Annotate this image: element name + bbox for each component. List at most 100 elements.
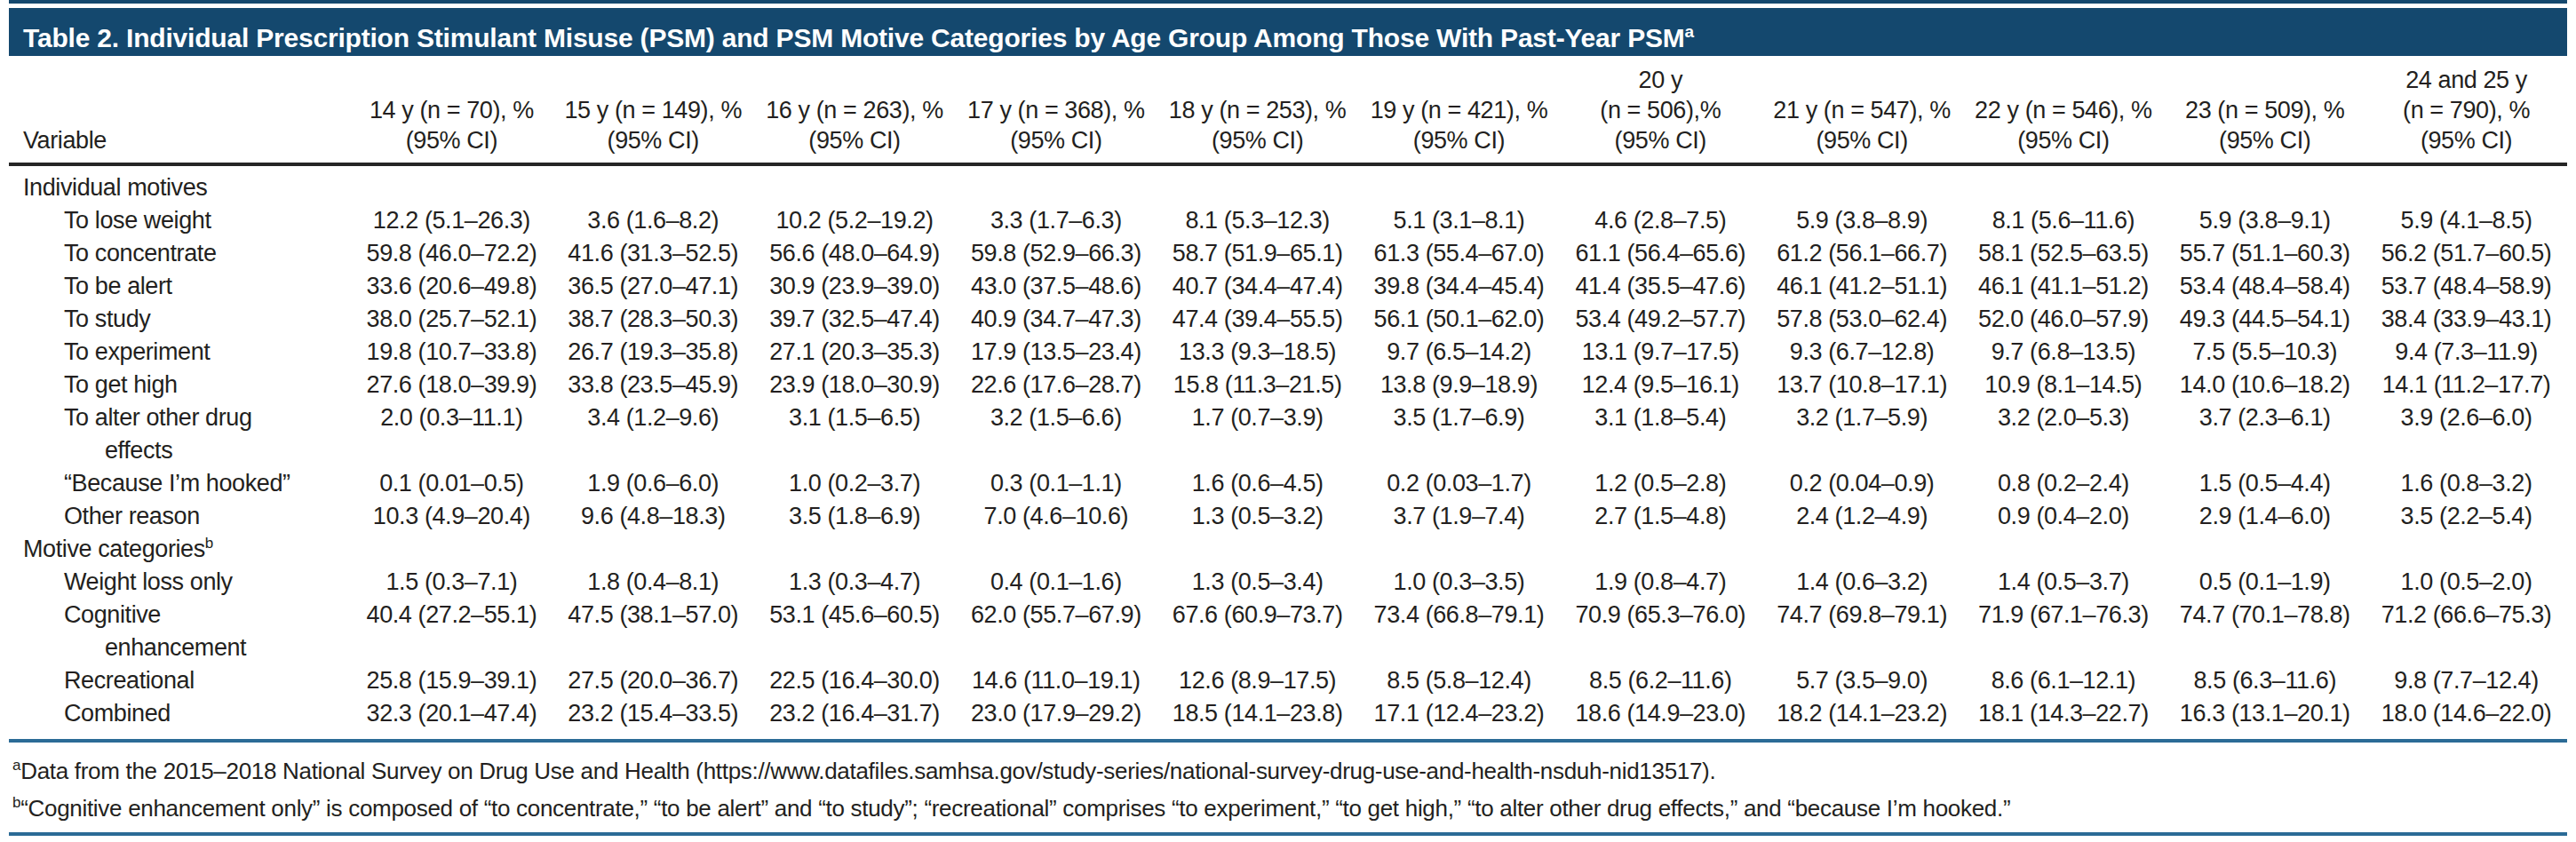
footnote-b-marker: b — [12, 794, 20, 811]
section-row: Motive categoriesb — [9, 533, 2567, 566]
value-cell: 10.9 (8.1–14.5) — [1963, 369, 2165, 401]
value-cell: 13.3 (9.3–18.5) — [1157, 336, 1358, 369]
value-cell: 9.7 (6.8–13.5) — [1963, 336, 2165, 369]
footnotes: aData from the 2015–2018 National Survey… — [9, 743, 2567, 832]
column-header: 20 y(n = 506),%(95% CI) — [1560, 60, 1761, 164]
value-cell: 32.3 (20.1–47.4) — [351, 697, 553, 730]
value-cell: 0.8 (0.2–2.4) — [1963, 467, 2165, 500]
value-cell: 1.4 (0.6–3.2) — [1761, 566, 1963, 599]
value-cell: 25.8 (15.9–39.1) — [351, 664, 553, 697]
value-cell: 33.6 (20.6–49.8) — [351, 270, 553, 303]
value-cell: 0.5 (0.1–1.9) — [2164, 566, 2365, 599]
value-cell: 1.6 (0.8–3.2) — [2365, 467, 2567, 500]
value-cell: 16.3 (13.1–20.1) — [2164, 697, 2365, 730]
value-cell: 56.6 (48.0–64.9) — [754, 237, 956, 270]
value-cell: 41.6 (31.3–52.5) — [553, 237, 754, 270]
value-cell: 33.8 (23.5–45.9) — [553, 369, 754, 401]
value-cell: 71.2 (66.6–75.3) — [2365, 599, 2567, 664]
value-cell: 39.7 (32.5–47.4) — [754, 303, 956, 336]
value-cell: 3.5 (1.8–6.9) — [754, 500, 956, 533]
value-cell: 1.2 (0.5–2.8) — [1560, 467, 1761, 500]
value-cell: 9.6 (4.8–18.3) — [553, 500, 754, 533]
value-cell: 1.8 (0.4–8.1) — [553, 566, 754, 599]
value-cell: 1.9 (0.8–4.7) — [1560, 566, 1761, 599]
value-cell: 74.7 (70.1–78.8) — [2164, 599, 2365, 664]
value-cell: 0.2 (0.03–1.7) — [1358, 467, 1560, 500]
value-cell: 61.2 (56.1–66.7) — [1761, 237, 1963, 270]
table-row: To alter other drugeffects2.0 (0.3–11.1)… — [9, 401, 2567, 467]
value-cell: 46.1 (41.2–51.1) — [1761, 270, 1963, 303]
table-figure: Table 2. Individual Prescription Stimula… — [0, 0, 2576, 842]
value-cell: 18.5 (14.1–23.8) — [1157, 697, 1358, 730]
value-cell: 5.7 (3.5–9.0) — [1761, 664, 1963, 697]
row-label-continuation: effects — [64, 434, 349, 467]
column-header: 16 y (n = 263), %(95% CI) — [754, 60, 956, 164]
value-cell: 12.4 (9.5–16.1) — [1560, 369, 1761, 401]
value-cell: 5.9 (3.8–8.9) — [1761, 204, 1963, 237]
value-cell: 52.0 (46.0–57.9) — [1963, 303, 2165, 336]
value-cell: 1.9 (0.6–6.0) — [553, 467, 754, 500]
value-cell: 73.4 (66.8–79.1) — [1358, 599, 1560, 664]
row-label: Motive categoriesb — [9, 533, 351, 566]
value-cell: 38.4 (33.9–43.1) — [2365, 303, 2567, 336]
value-cell: 5.9 (3.8–9.1) — [2164, 204, 2365, 237]
column-header: 21 y (n = 547), %(95% CI) — [1761, 60, 1963, 164]
table-row: To lose weight12.2 (5.1–26.3)3.6 (1.6–8.… — [9, 204, 2567, 237]
value-cell: 8.1 (5.6–11.6) — [1963, 204, 2165, 237]
value-cell: 9.7 (6.5–14.2) — [1358, 336, 1560, 369]
value-cell: 27.5 (20.0–36.7) — [553, 664, 754, 697]
value-cell: 61.1 (56.4–65.6) — [1560, 237, 1761, 270]
table-row: To concentrate59.8 (46.0–72.2)41.6 (31.3… — [9, 237, 2567, 270]
value-cell: 41.4 (35.5–47.6) — [1560, 270, 1761, 303]
value-cell: 3.2 (2.0–5.3) — [1963, 401, 2165, 467]
value-cell: 18.6 (14.9–23.0) — [1560, 697, 1761, 730]
empty-cells — [351, 533, 2567, 566]
value-cell: 13.1 (9.7–17.5) — [1560, 336, 1761, 369]
value-cell: 3.5 (2.2–5.4) — [2365, 500, 2567, 533]
value-cell: 14.6 (11.0–19.1) — [955, 664, 1157, 697]
value-cell: 5.1 (3.1–8.1) — [1358, 204, 1560, 237]
value-cell: 0.9 (0.4–2.0) — [1963, 500, 2165, 533]
value-cell: 23.0 (17.9–29.2) — [955, 697, 1157, 730]
table-title-bar: Table 2. Individual Prescription Stimula… — [9, 8, 2567, 56]
bottom-divider — [9, 832, 2567, 836]
value-cell: 46.1 (41.1–51.2) — [1963, 270, 2165, 303]
value-cell: 71.9 (67.1–76.3) — [1963, 599, 2165, 664]
value-cell: 10.2 (5.2–19.2) — [754, 204, 956, 237]
value-cell: 0.4 (0.1–1.6) — [955, 566, 1157, 599]
table-row: To be alert33.6 (20.6–49.8)36.5 (27.0–47… — [9, 270, 2567, 303]
table-row: To experiment19.8 (10.7–33.8)26.7 (19.3–… — [9, 336, 2567, 369]
header-row: Variable 14 y (n = 70), %(95% CI)15 y (n… — [9, 60, 2567, 164]
value-cell: 2.0 (0.3–11.1) — [351, 401, 553, 467]
footnote-a-text: Data from the 2015–2018 National Survey … — [20, 758, 1715, 784]
value-cell: 10.3 (4.9–20.4) — [351, 500, 553, 533]
value-cell: 14.1 (11.2–17.7) — [2365, 369, 2567, 401]
value-cell: 40.9 (34.7–47.3) — [955, 303, 1157, 336]
value-cell: 56.1 (50.1–62.0) — [1358, 303, 1560, 336]
row-label: To concentrate — [9, 237, 351, 270]
row-label: Weight loss only — [9, 566, 351, 599]
column-header: 17 y (n = 368), %(95% CI) — [955, 60, 1157, 164]
value-cell: 3.3 (1.7–6.3) — [955, 204, 1157, 237]
column-header: 18 y (n = 253), %(95% CI) — [1157, 60, 1358, 164]
value-cell: 1.5 (0.3–7.1) — [351, 566, 553, 599]
column-header: 15 y (n = 149), %(95% CI) — [553, 60, 754, 164]
value-cell: 9.3 (6.7–12.8) — [1761, 336, 1963, 369]
value-cell: 53.4 (48.4–58.4) — [2164, 270, 2365, 303]
value-cell: 36.5 (27.0–47.1) — [553, 270, 754, 303]
value-cell: 59.8 (46.0–72.2) — [351, 237, 553, 270]
value-cell: 43.0 (37.5–48.6) — [955, 270, 1157, 303]
value-cell: 3.4 (1.2–9.6) — [553, 401, 754, 467]
value-cell: 18.0 (14.6–22.0) — [2365, 697, 2567, 730]
value-cell: 1.4 (0.5–3.7) — [1963, 566, 2165, 599]
value-cell: 70.9 (65.3–76.0) — [1560, 599, 1761, 664]
value-cell: 67.6 (60.9–73.7) — [1157, 599, 1358, 664]
value-cell: 3.2 (1.7–5.9) — [1761, 401, 1963, 467]
row-label: Individual motives — [9, 164, 351, 204]
data-table: Variable 14 y (n = 70), %(95% CI)15 y (n… — [9, 60, 2567, 730]
value-cell: 8.6 (6.1–12.1) — [1963, 664, 2165, 697]
table-row: Combined32.3 (20.1–47.4)23.2 (15.4–33.5)… — [9, 697, 2567, 730]
value-cell: 8.5 (6.3–11.6) — [2164, 664, 2365, 697]
table-title-footnote-marker: a — [1685, 22, 1694, 41]
value-cell: 2.9 (1.4–6.0) — [2164, 500, 2365, 533]
